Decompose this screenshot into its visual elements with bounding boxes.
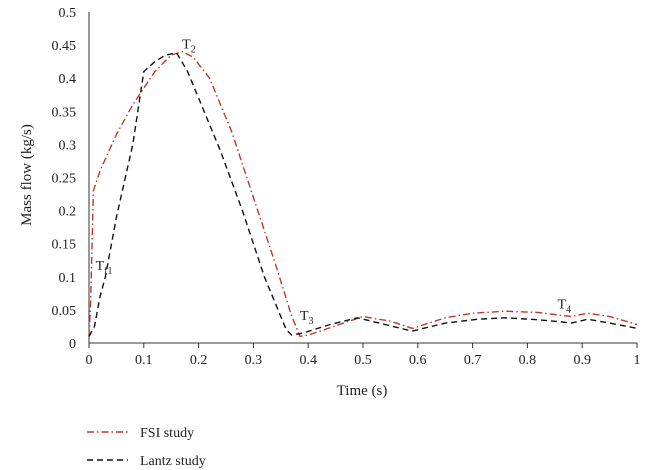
y-tick-label: 0.1 — [59, 271, 77, 286]
axes — [88, 12, 637, 344]
x-tick-label: 0 — [86, 353, 93, 368]
x-tick-label: 0.8 — [519, 353, 537, 368]
legend-label: Lantz study — [140, 454, 206, 469]
annotation-base: T — [182, 37, 191, 52]
x-tick-label: 0.2 — [190, 353, 208, 368]
x-tick-label: 0.3 — [245, 353, 263, 368]
x-axis-title: Time (s) — [337, 383, 388, 399]
x-ticks: 0 0.1 0.2 0.3 0.4 0.5 0.6 0.7 0.8 0.9 1 — [86, 343, 641, 368]
series-line-fsi-study — [88, 51, 638, 338]
x-tick-label: 0.7 — [464, 353, 482, 368]
y-tick-label: 0.45 — [52, 39, 77, 54]
annotation-label: Tf1 — [96, 259, 113, 277]
y-tick-label: 0.3 — [59, 138, 77, 153]
y-tick-label: 0.4 — [59, 72, 77, 87]
y-tick-label: 0.05 — [52, 304, 77, 319]
y-tick-label: 0.25 — [52, 172, 77, 187]
y-tick-label: 0.5 — [59, 6, 77, 21]
annotation-label: T3 — [300, 309, 314, 327]
annotation-label: T4 — [558, 298, 572, 316]
y-axis-title: Mass flow (kg/s) — [19, 124, 35, 226]
y-ticks: 0 0.05 0.1 0.15 0.2 0.25 0.3 0.35 0.4 0.45 0.5 — [52, 6, 77, 352]
legend: FSI study Lantz study — [87, 426, 206, 469]
annotation-subscript: 3 — [309, 316, 314, 327]
series-layer — [88, 51, 638, 338]
annotation-base: T — [96, 259, 105, 274]
x-tick-label: 0.4 — [299, 353, 317, 368]
annotation-subscript: f1 — [104, 266, 112, 277]
x-tick-label: 0.9 — [573, 353, 591, 368]
x-tick-label: 0.5 — [354, 353, 372, 368]
x-tick-label: 1 — [634, 353, 641, 368]
x-tick-label: 0.1 — [135, 353, 153, 368]
annotation-subscript: 4 — [566, 305, 571, 316]
y-tick-label: 0 — [69, 337, 76, 352]
annotation-label: T2 — [182, 37, 196, 55]
y-tick-label: 0.15 — [52, 238, 77, 253]
annotation-base: T — [300, 309, 309, 324]
series-line-lantz-study — [88, 52, 638, 337]
annotation-subscript: 2 — [191, 44, 196, 55]
x-tick-label: 0.6 — [409, 353, 427, 368]
y-tick-label: 0.35 — [52, 105, 77, 120]
y-tick-label: 0.2 — [59, 205, 77, 220]
annotation-base: T — [558, 298, 567, 313]
legend-label: FSI study — [140, 426, 194, 441]
